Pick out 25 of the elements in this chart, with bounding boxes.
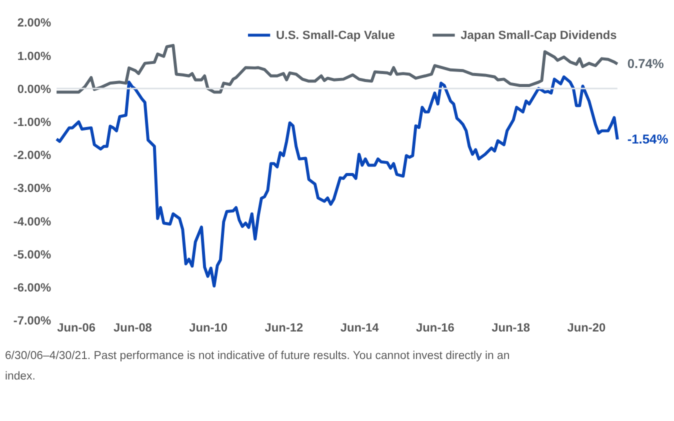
legend-label: Japan Small-Cap Dividends [460,28,618,42]
y-tick-label: -5.00% [13,247,52,262]
y-tick-label: 0.00% [17,82,52,96]
y-tick-label: -4.00% [13,214,52,228]
x-tick-label: Jun-14 [340,320,380,334]
x-tick-label: Jun-12 [264,320,304,334]
x-tick-label: Jun-20 [567,320,606,334]
annotation: -1.54% [627,131,669,146]
legend-label: U.S. Small-Cap Value [276,28,396,42]
y-tick-label: -2.00% [13,148,52,162]
line-series [55,44,619,94]
text: 6/30/06–4/30/21. Past performance is not indicative of future results. You cannot invest directly in an index. [4,350,510,383]
annotation: 0.74% [627,56,664,71]
x-tick-label: Jun-08 [114,320,152,334]
line-series [55,75,619,288]
y-tick-label: 2.00% [17,16,52,30]
x-tick-label: Jun-06 [57,320,96,334]
x-tick-label: Jun-18 [492,320,530,334]
x-tick-label: Jun-16 [416,320,455,334]
y-tick-label: -7.00% [13,314,52,328]
y-tick-label: -1.00% [13,115,52,130]
y-tick-label: -6.00% [13,280,52,294]
y-tick-label: 1.00% [17,48,52,63]
x-tick-label: Jun-10 [189,320,228,334]
y-tick-label: -3.00% [13,181,52,196]
